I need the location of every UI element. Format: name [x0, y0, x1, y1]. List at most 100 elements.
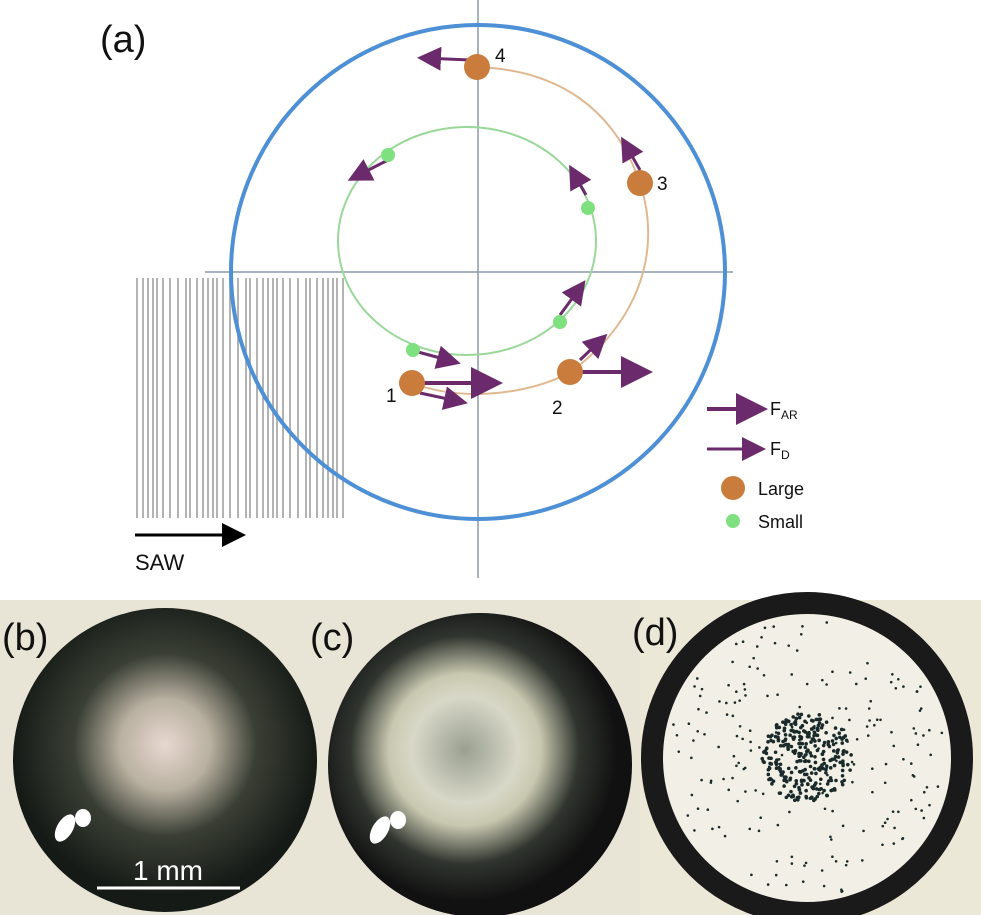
particle — [820, 763, 824, 767]
particle — [817, 747, 820, 750]
particle — [866, 734, 870, 737]
particle — [831, 742, 836, 747]
point-label: 3 — [657, 174, 668, 195]
particle — [780, 753, 784, 757]
particle — [865, 725, 869, 728]
panel-label: (c) — [310, 617, 354, 659]
large-particles — [399, 54, 653, 396]
particle — [773, 641, 777, 645]
point-label: 2 — [552, 398, 563, 419]
particle — [912, 775, 916, 778]
particle — [901, 836, 905, 840]
particle — [794, 716, 799, 721]
particle — [804, 749, 809, 754]
particle — [883, 781, 887, 785]
particle — [789, 789, 793, 794]
particle — [829, 838, 833, 841]
particle — [711, 827, 714, 831]
particle — [731, 714, 735, 718]
particle — [692, 739, 695, 742]
particle — [766, 883, 770, 886]
particle — [783, 737, 788, 741]
particle — [809, 727, 814, 731]
particle — [844, 707, 848, 710]
particle — [732, 754, 736, 758]
particle — [776, 762, 779, 766]
particle — [919, 707, 923, 710]
particle — [725, 701, 728, 705]
particle — [792, 730, 797, 734]
particle — [769, 762, 774, 766]
particle — [794, 778, 799, 783]
particle — [741, 640, 745, 644]
particle — [829, 788, 833, 793]
particle — [807, 759, 811, 764]
particle — [784, 795, 789, 800]
particle — [790, 862, 794, 865]
particle — [773, 750, 778, 755]
particle — [844, 750, 849, 754]
particle — [824, 720, 829, 724]
particle — [767, 765, 771, 769]
particle — [864, 677, 868, 680]
particle — [807, 731, 811, 736]
particle — [717, 745, 720, 749]
particle — [816, 723, 821, 728]
particle — [801, 755, 806, 760]
particle — [727, 683, 730, 687]
particle — [748, 665, 751, 669]
particle — [770, 782, 774, 786]
particle — [834, 859, 838, 863]
particle — [825, 793, 829, 798]
particle — [826, 740, 831, 744]
particle — [813, 744, 817, 748]
particle — [816, 791, 821, 796]
particle — [805, 753, 808, 756]
particle — [767, 756, 771, 760]
particle — [825, 782, 830, 786]
particle — [875, 718, 879, 721]
particle — [807, 714, 811, 718]
particle — [820, 869, 824, 872]
reflection — [390, 811, 406, 829]
droplet-photo — [641, 592, 973, 915]
particle — [705, 711, 708, 714]
panel-label: (d) — [632, 612, 678, 654]
particle — [850, 760, 854, 764]
small-particle-path — [337, 126, 597, 356]
particle — [793, 719, 798, 724]
particle — [741, 737, 744, 741]
particle — [922, 816, 926, 820]
particle — [807, 734, 811, 739]
particle — [848, 718, 851, 722]
particle — [851, 780, 854, 784]
large-particle-path — [411, 66, 650, 395]
particle — [838, 707, 841, 710]
particle — [831, 670, 834, 674]
particle — [766, 740, 770, 744]
particle — [797, 758, 802, 763]
particle — [783, 742, 788, 747]
particle — [813, 781, 818, 785]
particle — [881, 843, 884, 847]
particle — [891, 810, 895, 813]
particle — [778, 762, 783, 767]
particle — [826, 779, 831, 783]
particle — [735, 764, 738, 768]
particle — [784, 778, 788, 783]
legend-label: FAR — [770, 399, 798, 422]
panel-c: (c) — [310, 600, 640, 915]
particle — [818, 782, 822, 786]
particle — [738, 699, 741, 702]
particle — [742, 682, 746, 686]
particle — [840, 888, 843, 892]
particle — [813, 725, 816, 728]
particle — [731, 660, 734, 664]
particle — [822, 788, 826, 793]
particle — [824, 730, 828, 735]
particle — [768, 776, 773, 781]
particle — [806, 782, 810, 787]
panel-d: (d) — [632, 592, 981, 915]
legend-label: Small — [758, 512, 803, 532]
particle — [799, 725, 803, 730]
